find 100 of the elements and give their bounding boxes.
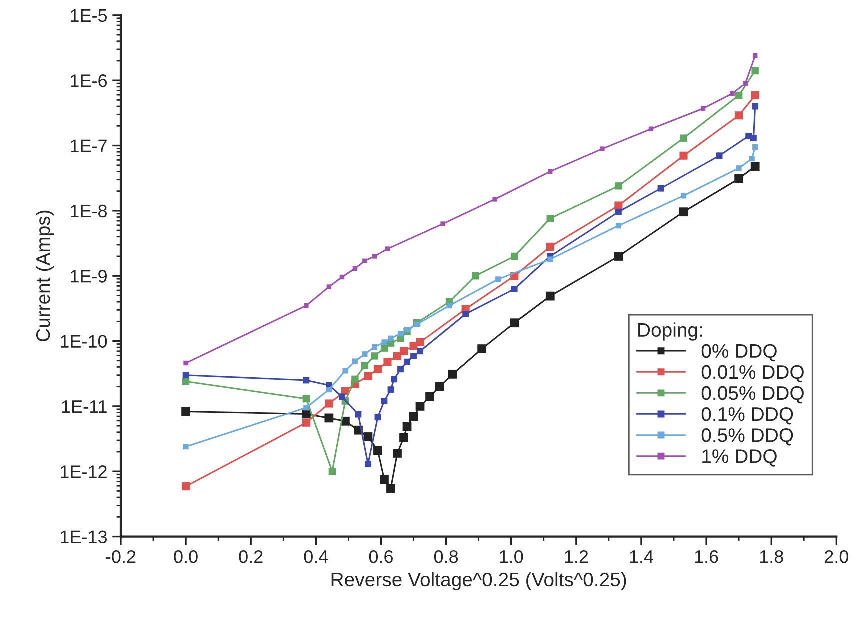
x-tick-label: -0.2	[106, 550, 136, 564]
point	[752, 53, 758, 58]
point	[496, 276, 502, 282]
point	[352, 358, 358, 364]
point	[435, 382, 444, 392]
point	[371, 352, 378, 360]
point	[381, 398, 388, 404]
point	[374, 446, 382, 456]
point	[386, 484, 396, 493]
point	[328, 468, 336, 476]
point	[446, 303, 452, 309]
point	[372, 254, 378, 259]
y-tick-label: 1E-13	[60, 530, 107, 544]
point	[302, 395, 310, 403]
point	[648, 126, 654, 132]
y-tick-label: 1E-9	[71, 270, 107, 283]
point	[365, 461, 372, 468]
y-tick-label: 1E-10	[60, 335, 108, 348]
y-axis-title: Current (Amps)	[36, 210, 54, 342]
y-tick-label: 1E-11	[62, 400, 107, 413]
point	[362, 352, 368, 358]
point	[680, 193, 687, 199]
point	[751, 92, 760, 100]
point	[679, 208, 688, 217]
point	[736, 166, 742, 172]
point	[750, 135, 757, 142]
point	[324, 414, 334, 423]
point	[410, 353, 417, 360]
point	[304, 303, 309, 308]
point	[752, 67, 759, 75]
legend-label: 0.5% DDQ	[702, 428, 794, 446]
point	[658, 185, 664, 192]
x-tick-label: 0.0	[174, 550, 198, 564]
point	[416, 402, 425, 411]
legend-label: 0.05% DDQ	[702, 386, 804, 404]
point	[380, 475, 389, 484]
point	[182, 407, 190, 416]
point	[448, 370, 458, 379]
point	[326, 284, 332, 290]
x-tick-label: 1.2	[565, 550, 588, 564]
point	[409, 412, 418, 421]
point	[546, 292, 555, 301]
point	[546, 215, 554, 222]
point	[680, 152, 688, 160]
legend-label: 0.01% DDQ	[702, 365, 804, 383]
point	[426, 392, 434, 402]
x-tick-label: 1.6	[695, 550, 718, 564]
point	[184, 360, 188, 366]
point	[393, 352, 402, 360]
point	[510, 252, 518, 260]
point	[716, 152, 723, 160]
point	[548, 169, 553, 174]
x-tick-label: 1.8	[760, 550, 784, 564]
point	[182, 372, 190, 379]
point	[374, 414, 382, 421]
point	[326, 387, 332, 393]
point	[735, 92, 743, 100]
x-tick-label: 2.0	[825, 550, 849, 564]
point	[730, 91, 735, 96]
point	[398, 331, 404, 337]
point	[364, 372, 372, 380]
point	[342, 368, 348, 374]
point	[472, 272, 480, 280]
point	[462, 311, 470, 318]
point	[304, 405, 310, 411]
x-tick-label: 0.4	[304, 550, 328, 564]
point	[382, 340, 388, 346]
point	[743, 81, 748, 86]
point	[440, 222, 446, 226]
legend-title: Doping:	[638, 322, 702, 341]
y-tick-label: 1E-12	[60, 466, 107, 478]
point	[404, 327, 410, 333]
point	[546, 242, 554, 251]
legend-label: 0.1% DDQ	[702, 407, 794, 425]
point	[400, 433, 408, 442]
point	[385, 246, 390, 252]
y-tick-label: 1E-7	[71, 140, 107, 152]
point	[325, 400, 334, 408]
point	[303, 377, 310, 384]
point	[352, 266, 358, 272]
point	[182, 482, 190, 491]
y-tick-label: 1E-5	[71, 10, 108, 22]
point	[752, 144, 758, 150]
point	[182, 378, 190, 386]
y-tick-label: 1E-6	[71, 74, 107, 88]
point	[735, 112, 744, 120]
x-tick-label: 1.4	[630, 550, 654, 564]
point	[600, 146, 605, 152]
point	[749, 156, 755, 162]
point	[404, 358, 410, 366]
point	[388, 386, 394, 394]
point	[734, 174, 744, 184]
point	[417, 348, 424, 355]
legend-label: 1% DDQ	[702, 450, 777, 467]
x-tick-label: 0.8	[434, 550, 458, 564]
point	[398, 366, 404, 373]
point	[339, 394, 346, 400]
point	[183, 444, 189, 450]
point	[364, 432, 373, 442]
point	[393, 449, 402, 458]
